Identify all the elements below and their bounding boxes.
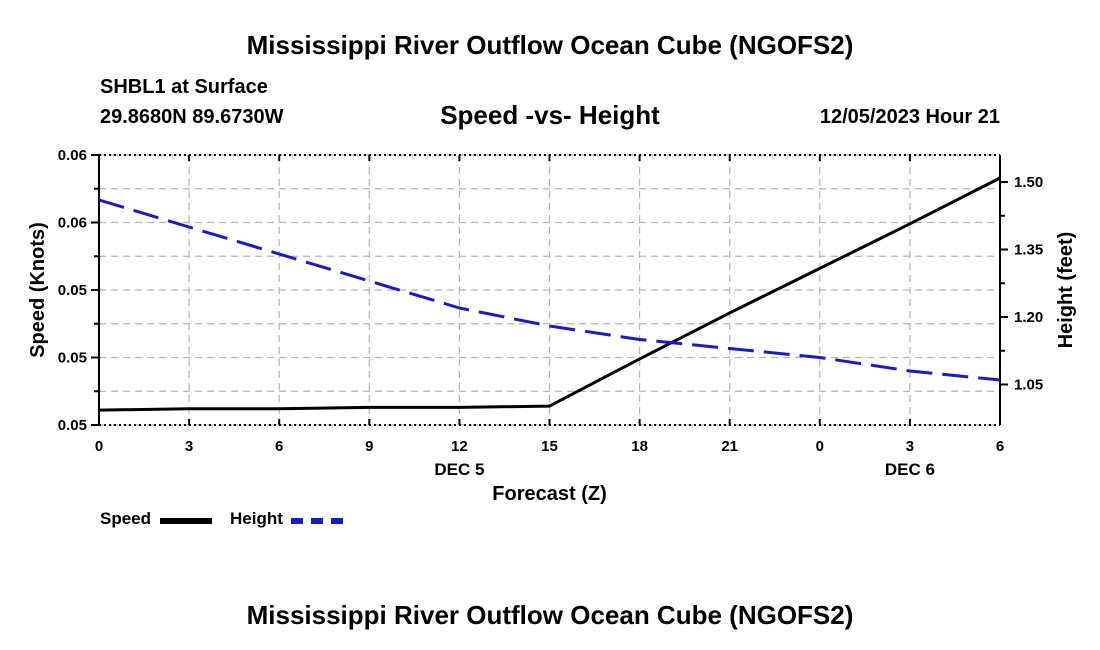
right-tick-label: 1.20 xyxy=(1014,309,1043,326)
left-tick-label: 0.06 xyxy=(58,215,87,232)
left-tick-label: 0.05 xyxy=(58,282,87,299)
legend-speed-label: Speed xyxy=(100,509,152,528)
right-tick-label: 1.05 xyxy=(1014,377,1043,394)
right-tick-label: 1.50 xyxy=(1014,174,1043,191)
left-axis-title: Speed (Knots) xyxy=(27,222,49,358)
height-series-line xyxy=(98,198,1001,382)
left-tick-label: 0.06 xyxy=(58,147,87,164)
right-tick-label: 1.35 xyxy=(1014,242,1043,259)
legend-height-swatch xyxy=(291,518,343,524)
x-tick-label: 0 xyxy=(95,438,103,455)
left-tick-label: 0.05 xyxy=(58,417,87,434)
x-tick-label: 6 xyxy=(275,438,283,455)
chart-subtitle: Speed -vs- Height xyxy=(440,100,660,130)
legend-speed-swatch xyxy=(160,518,212,524)
datetime-label: 12/05/2023 Hour 21 xyxy=(819,106,1000,128)
right-axis-title: Height (feet) xyxy=(1055,232,1077,349)
speed-series-line xyxy=(98,176,1001,412)
x-tick-label: 0 xyxy=(816,438,824,455)
date-label: DEC 5 xyxy=(434,460,484,479)
x-axis-title: Forecast (Z) xyxy=(492,483,606,505)
x-tick-label: 9 xyxy=(365,438,373,455)
coordinates-label: 29.8680N 89.6730W xyxy=(100,106,284,128)
x-tick-label: 6 xyxy=(996,438,1004,455)
x-tick-label: 15 xyxy=(541,438,558,455)
footer-title: Mississippi River Outflow Ocean Cube (NG… xyxy=(246,600,854,630)
x-tick-label: 18 xyxy=(631,438,648,455)
legend-height-label: Height xyxy=(230,509,283,528)
date-label: DEC 6 xyxy=(885,460,935,479)
x-tick-label: 12 xyxy=(451,438,468,455)
x-tick-label: 3 xyxy=(906,438,914,455)
x-tick-label: 3 xyxy=(185,438,193,455)
x-tick-label: 21 xyxy=(721,438,738,455)
left-tick-label: 0.05 xyxy=(58,350,87,367)
station-label: SHBL1 at Surface xyxy=(100,76,268,98)
chart-main-title: Mississippi River Outflow Ocean Cube (NG… xyxy=(246,30,854,60)
